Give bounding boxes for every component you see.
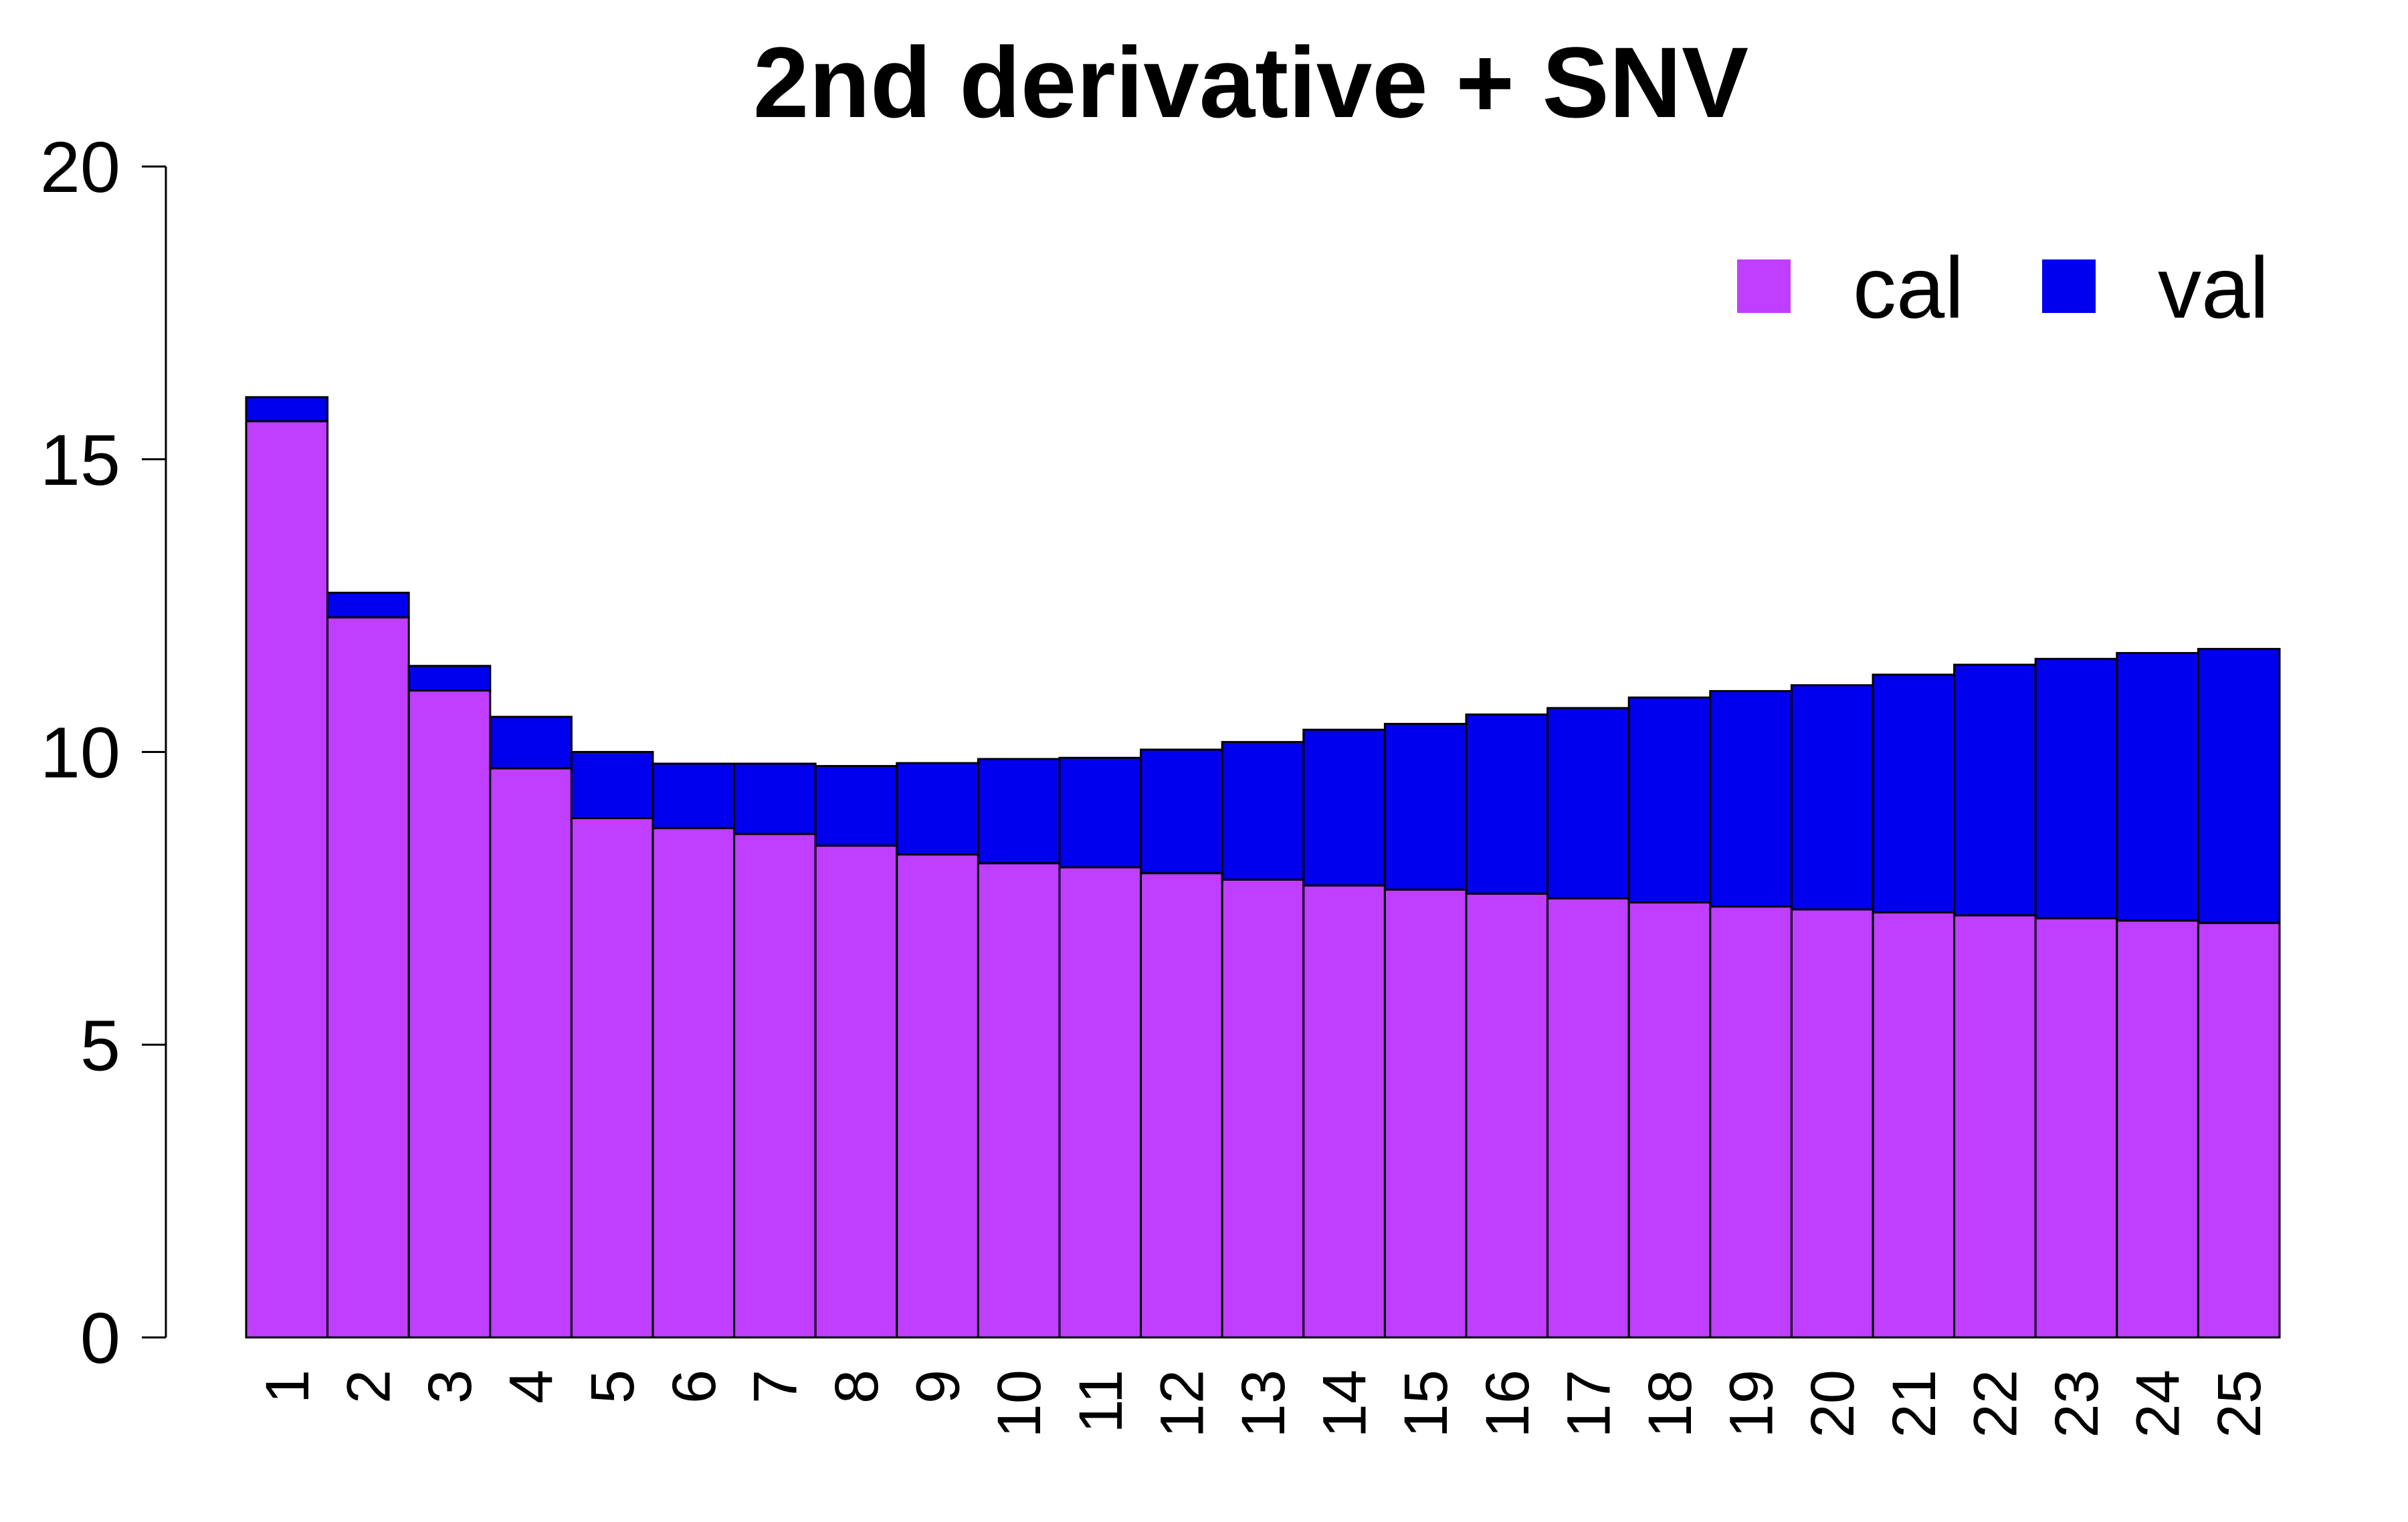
x-tick-label: 3 bbox=[416, 1370, 484, 1404]
x-tick-label: 2 bbox=[334, 1370, 403, 1404]
bar-val-7 bbox=[733, 762, 817, 835]
legend-label-val: val bbox=[2158, 239, 2269, 336]
bar-val-15 bbox=[1383, 722, 1468, 891]
bar-cal-25 bbox=[2197, 921, 2281, 1339]
bar-val-23 bbox=[2034, 657, 2118, 919]
x-tick-label: 6 bbox=[660, 1370, 728, 1404]
x-tick-label: 5 bbox=[579, 1370, 647, 1404]
x-tick-label: 13 bbox=[1229, 1370, 1298, 1438]
x-tick-label: 25 bbox=[2205, 1370, 2274, 1438]
y-tick-label: 5 bbox=[80, 1004, 120, 1085]
bar-cal-2 bbox=[326, 616, 410, 1339]
bar-val-20 bbox=[1790, 684, 1874, 911]
bar-cal-9 bbox=[896, 853, 979, 1339]
bar-val-12 bbox=[1140, 748, 1223, 875]
legend-label-cal: cal bbox=[1853, 239, 1964, 336]
bar-cal-19 bbox=[1709, 905, 1793, 1339]
bar-val-14 bbox=[1302, 728, 1386, 887]
y-axis: 0 5 10 15 20 bbox=[40, 126, 167, 1378]
bar-val-17 bbox=[1546, 707, 1630, 899]
bar-cal-13 bbox=[1221, 878, 1305, 1339]
bar-cal-3 bbox=[407, 689, 492, 1339]
bar-cal-16 bbox=[1465, 892, 1549, 1339]
x-tick-label: 15 bbox=[1392, 1370, 1460, 1438]
bar-val-19 bbox=[1709, 689, 1793, 908]
x-tick-label: 24 bbox=[2124, 1370, 2193, 1438]
x-tick-label: 21 bbox=[1880, 1370, 1948, 1438]
bar-val-10 bbox=[977, 758, 1061, 865]
y-tick-label: 10 bbox=[40, 712, 120, 793]
bar-cal-23 bbox=[2034, 917, 2118, 1339]
bar-val-2 bbox=[326, 591, 410, 619]
bar-val-3 bbox=[407, 665, 492, 692]
bar-cal-24 bbox=[2116, 919, 2199, 1339]
y-tick-label: 0 bbox=[80, 1297, 120, 1378]
bar-cal-4 bbox=[489, 767, 573, 1339]
y-tick-label: 15 bbox=[40, 419, 120, 500]
x-tick-label: 12 bbox=[1148, 1370, 1216, 1438]
bar-cal-11 bbox=[1058, 866, 1142, 1339]
x-tick-label: 17 bbox=[1554, 1370, 1623, 1438]
bar-cal-22 bbox=[1953, 914, 2037, 1339]
bar-val-5 bbox=[570, 751, 654, 819]
legend: cal val bbox=[1737, 239, 2269, 336]
bar-cal-20 bbox=[1790, 908, 1874, 1339]
bar-cal-14 bbox=[1302, 884, 1386, 1339]
x-tick-label: 16 bbox=[1474, 1370, 1542, 1438]
x-tick-label: 11 bbox=[1067, 1370, 1135, 1434]
x-tick-label: 19 bbox=[1718, 1370, 1786, 1438]
y-tick-label: 20 bbox=[40, 126, 120, 207]
x-tick-label: 8 bbox=[823, 1370, 891, 1404]
x-axis: 1 2 3 4 5 6 7 8 9 10 11 12 13 14 15 16 17 18 19 20 21 22 23 24 2… bbox=[254, 1370, 2274, 1438]
bar-val-1 bbox=[245, 396, 329, 423]
x-tick-label: 4 bbox=[498, 1370, 566, 1404]
bar-val-25 bbox=[2197, 647, 2281, 924]
bar-cal-1 bbox=[245, 420, 329, 1339]
legend-swatch-val bbox=[2042, 259, 2096, 313]
bar-cal-8 bbox=[814, 845, 898, 1339]
bar-val-6 bbox=[651, 762, 736, 829]
x-tick-label: 7 bbox=[741, 1370, 809, 1404]
bars bbox=[245, 396, 2281, 1339]
bar-val-21 bbox=[1872, 673, 1956, 913]
bar-cal-10 bbox=[977, 862, 1061, 1339]
x-tick-label: 1 bbox=[254, 1370, 322, 1404]
bar-val-8 bbox=[814, 765, 898, 847]
bar-val-9 bbox=[896, 762, 979, 856]
x-tick-label: 10 bbox=[985, 1370, 1054, 1438]
chart-title: 2nd derivative + SNV bbox=[753, 26, 1748, 138]
bar-val-22 bbox=[1953, 663, 2037, 917]
x-tick-label: 20 bbox=[1799, 1370, 1867, 1438]
bar-cal-6 bbox=[651, 827, 736, 1339]
x-tick-label: 18 bbox=[1636, 1370, 1704, 1438]
bar-cal-17 bbox=[1546, 897, 1630, 1339]
bar-cal-5 bbox=[570, 817, 654, 1339]
x-tick-label: 14 bbox=[1311, 1370, 1379, 1438]
bar-val-18 bbox=[1627, 696, 1712, 904]
bar-val-4 bbox=[489, 716, 573, 770]
x-tick-label: 9 bbox=[904, 1370, 973, 1404]
bar-cal-12 bbox=[1140, 872, 1223, 1339]
bar-val-11 bbox=[1058, 756, 1142, 869]
bar-val-24 bbox=[2116, 652, 2199, 922]
x-tick-label: 23 bbox=[2043, 1370, 2111, 1438]
bar-cal-15 bbox=[1383, 888, 1468, 1339]
bar-cal-21 bbox=[1872, 911, 1956, 1339]
bar-val-16 bbox=[1465, 713, 1549, 895]
bar-cal-18 bbox=[1627, 901, 1712, 1339]
bar-cal-7 bbox=[733, 833, 817, 1339]
legend-swatch-cal bbox=[1737, 259, 1791, 313]
bar-val-13 bbox=[1221, 741, 1305, 881]
x-tick-label: 22 bbox=[1961, 1370, 2029, 1438]
